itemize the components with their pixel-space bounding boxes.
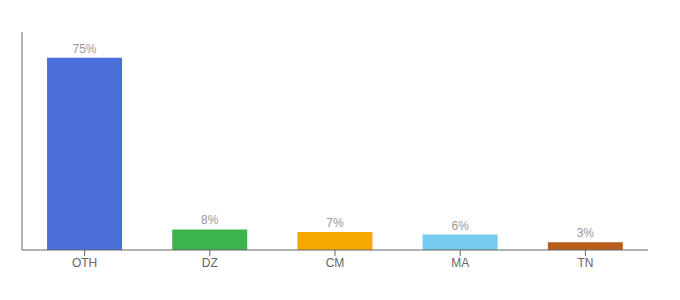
svg-text:6%: 6%: [451, 219, 469, 233]
svg-text:8%: 8%: [201, 213, 219, 227]
svg-text:75%: 75%: [73, 42, 97, 56]
svg-text:OTH: OTH: [72, 256, 97, 270]
svg-text:TN: TN: [577, 256, 593, 270]
svg-text:CM: CM: [326, 256, 345, 270]
svg-text:MA: MA: [451, 256, 469, 270]
svg-text:DZ: DZ: [202, 256, 218, 270]
svg-text:7%: 7%: [326, 216, 344, 230]
svg-text:3%: 3%: [577, 226, 595, 240]
